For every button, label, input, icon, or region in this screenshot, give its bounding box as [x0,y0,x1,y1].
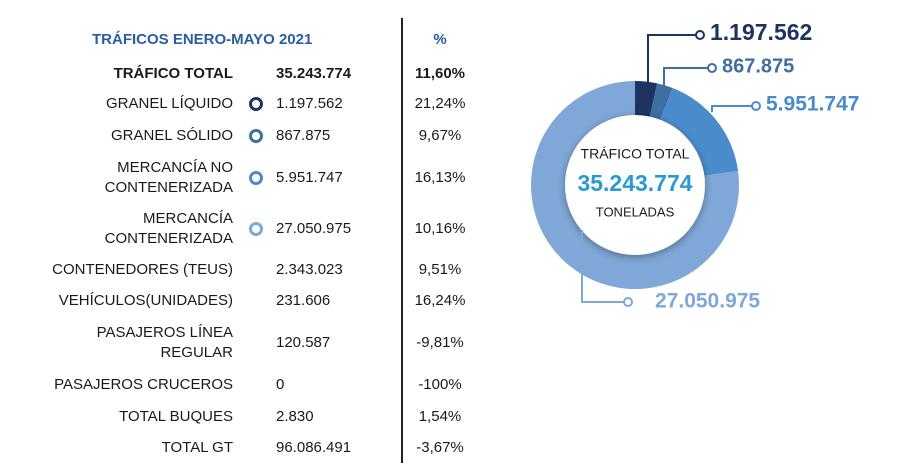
row-pct: 21,24% [414,95,466,112]
callout-dot [695,30,705,40]
row-pct: 11,60% [414,65,466,82]
value-label: 27.050.975 [655,290,760,313]
row-label: PASAJEROS CRUCEROS [54,376,233,393]
row-value: 5.951.747 [276,169,343,186]
row-pct: 10,16% [414,220,466,237]
divider [401,18,403,463]
row-pct: -9,81% [416,334,464,351]
row-pct: 16,24% [414,292,466,309]
legend-marker [249,222,263,236]
center-title: TRÁFICO TOTAL [581,146,690,162]
row-label: TOTAL GT [161,439,233,456]
callout-line [663,67,708,90]
callout-line [647,34,696,86]
row-pct: 9,67% [418,127,462,144]
row-label: MERCANCÍA CONTENERIZADA [104,210,233,247]
legend-marker [249,171,263,185]
donut-hole [565,115,705,255]
row-pct: -3,67% [416,439,464,456]
row-pct: 1,54% [418,408,462,425]
center-value: 35.243.774 [577,170,692,196]
row-value: 96.086.491 [276,439,352,456]
row-value: 2.830 [276,408,314,425]
row-label: GRANEL LÍQUIDO [106,95,233,112]
value-label: 867.875 [722,55,794,77]
value-label: 1.197.562 [710,19,812,45]
row-label: TRÁFICO TOTAL [113,65,233,82]
table-title: TRÁFICOS ENERO-MAYO 2021 [92,31,313,48]
legend-marker [249,129,263,143]
row-label: PASAJEROS LÍNEA REGULAR [96,324,233,361]
center-subtitle: TONELADAS [596,204,675,219]
row-value: 1.197.562 [276,95,343,112]
callout-line [711,105,752,112]
row-pct: -100% [418,376,462,393]
row-value: 120.587 [276,334,331,351]
callout-dot [707,63,717,73]
pct-header: % [433,31,447,48]
row-value: 35.243.774 [276,65,352,82]
row-pct: 9,51% [418,261,462,278]
row-value: 867.875 [276,127,331,144]
row-label: TOTAL BUQUES [119,408,233,425]
legend-marker [249,97,263,111]
callout-dot [623,297,633,307]
row-value: 2.343.023 [276,261,343,278]
row-pct: 16,13% [414,169,466,186]
callout-line [581,230,624,303]
row-label: CONTENEDORES (TEUS) [52,261,233,278]
row-label: MERCANCÍA NO CONTENERIZADA [104,159,233,196]
callout-dot [751,101,761,111]
row-label: VEHÍCULOS(UNIDADES) [58,292,233,309]
value-label: 5.951.747 [766,93,859,116]
row-value: 0 [276,376,285,393]
row-label: GRANEL SÓLIDO [111,127,233,144]
row-value: 231.606 [276,292,331,309]
row-value: 27.050.975 [276,220,352,237]
